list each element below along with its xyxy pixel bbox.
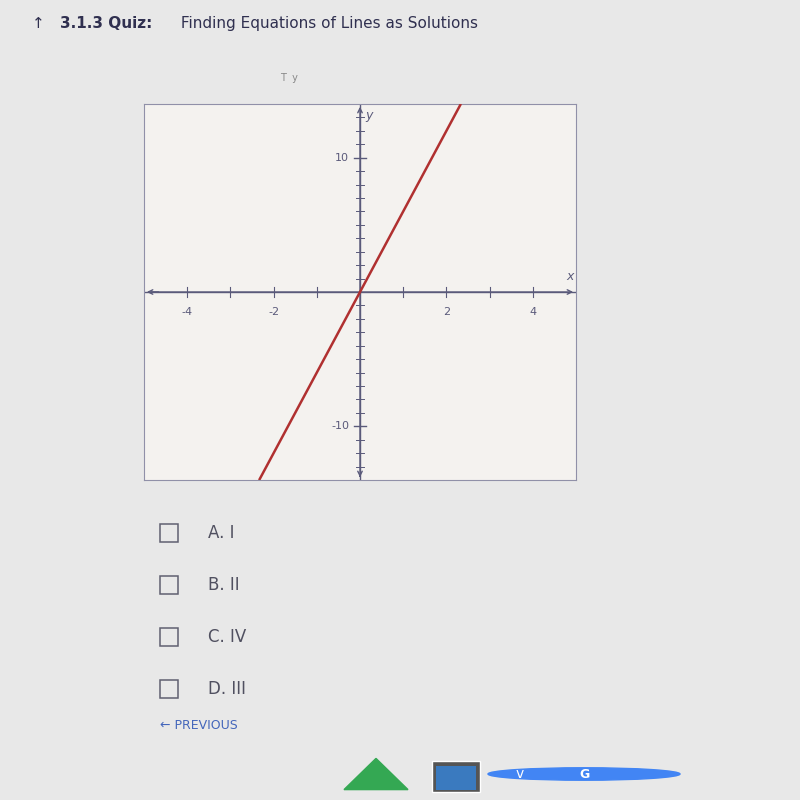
Circle shape: [488, 768, 680, 780]
Text: T  y: T y: [280, 73, 298, 83]
Text: C. IV: C. IV: [208, 628, 246, 646]
Text: 2: 2: [443, 306, 450, 317]
Text: ↑: ↑: [32, 16, 45, 31]
Text: v: v: [516, 767, 524, 781]
Text: -2: -2: [268, 306, 279, 317]
Bar: [436, 766, 476, 790]
Text: 10: 10: [335, 153, 349, 162]
Polygon shape: [344, 758, 408, 790]
Text: -4: -4: [182, 306, 193, 317]
Text: B. II: B. II: [208, 576, 240, 594]
Text: A. I: A. I: [208, 524, 234, 542]
Bar: [432, 761, 480, 792]
Text: Finding Equations of Lines as Solutions: Finding Equations of Lines as Solutions: [176, 16, 478, 31]
Text: y: y: [365, 110, 373, 122]
Text: D. III: D. III: [208, 680, 246, 698]
Text: G: G: [579, 767, 589, 781]
Text: 3.1.3 Quiz:: 3.1.3 Quiz:: [60, 16, 152, 31]
Text: x: x: [566, 270, 574, 282]
Text: ← PREVIOUS: ← PREVIOUS: [160, 719, 238, 732]
Text: 4: 4: [530, 306, 536, 317]
Text: -10: -10: [331, 422, 349, 431]
